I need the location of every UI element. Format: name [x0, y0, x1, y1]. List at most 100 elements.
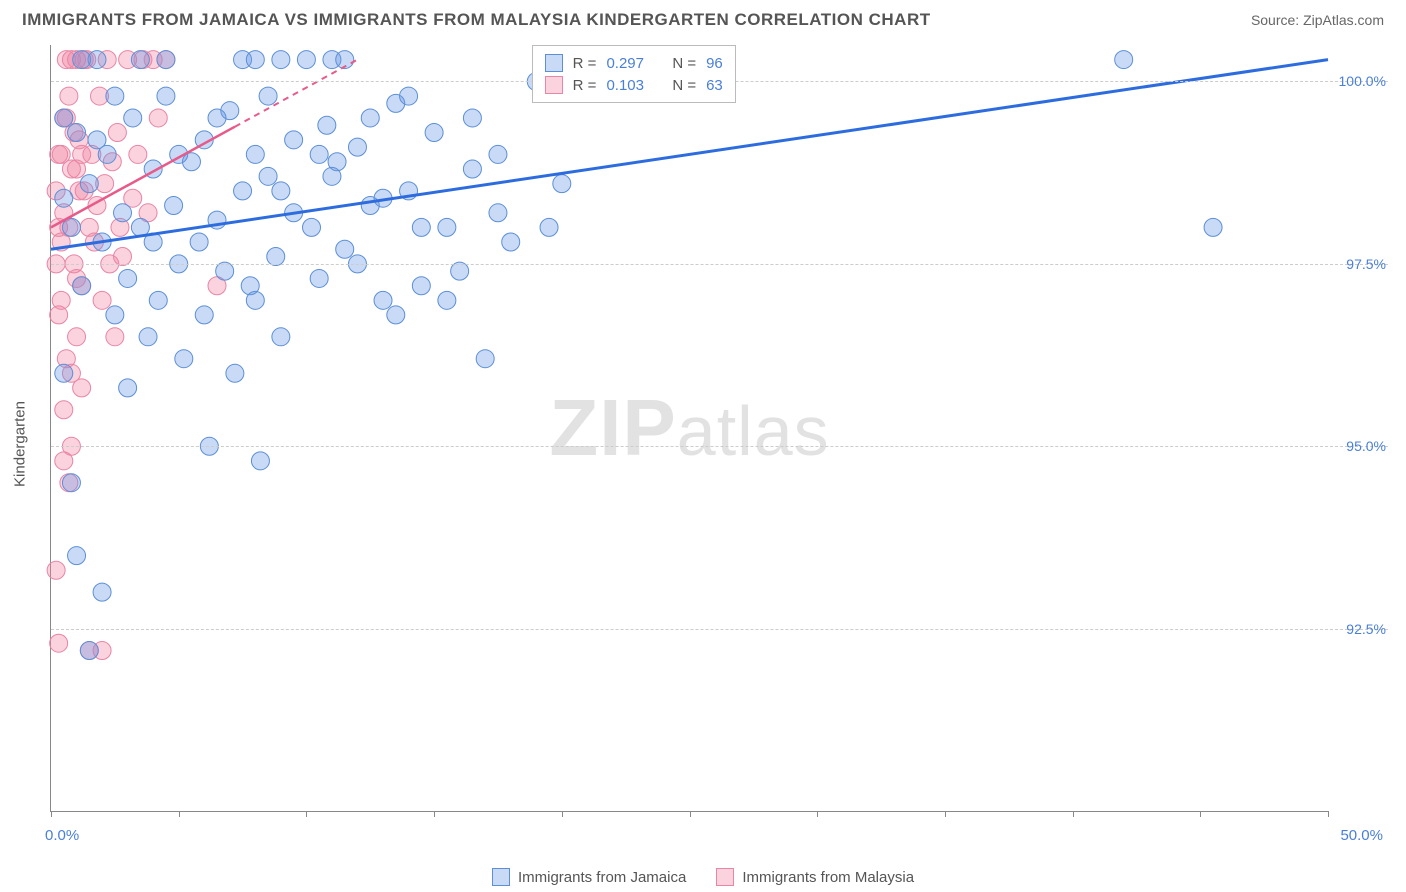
data-point: [157, 51, 175, 69]
data-point: [251, 452, 269, 470]
x-tick: [434, 811, 435, 817]
data-point: [297, 51, 315, 69]
stats-legend-box: R = 0.297 N = 96 R = 0.103 N = 63: [532, 45, 736, 103]
data-point: [310, 269, 328, 287]
bottom-legend: Immigrants from Jamaica Immigrants from …: [0, 868, 1406, 886]
data-point: [303, 218, 321, 236]
data-point: [216, 262, 234, 280]
data-point: [88, 131, 106, 149]
data-point: [139, 328, 157, 346]
data-point: [246, 145, 264, 163]
grid-line: [51, 629, 1388, 630]
data-point: [55, 109, 73, 127]
data-point: [80, 175, 98, 193]
x-tick: [179, 811, 180, 817]
data-point: [157, 87, 175, 105]
stat-n-value: 63: [706, 77, 723, 94]
data-point: [553, 175, 571, 193]
y-tick-label: 100.0%: [1331, 73, 1386, 89]
legend-label: Immigrants from Malaysia: [742, 869, 914, 886]
stat-r-label: R =: [573, 77, 597, 94]
data-point: [226, 364, 244, 382]
x-tick: [945, 811, 946, 817]
legend-item: Immigrants from Jamaica: [492, 868, 686, 886]
data-point: [68, 547, 86, 565]
data-point: [93, 583, 111, 601]
data-point: [165, 196, 183, 214]
x-tick: [1328, 811, 1329, 817]
data-point: [73, 277, 91, 295]
data-point: [50, 634, 68, 652]
data-point: [124, 109, 142, 127]
legend-swatch: [716, 868, 734, 886]
data-point: [285, 131, 303, 149]
source-prefix: Source:: [1251, 12, 1303, 28]
stat-r-value: 0.297: [606, 55, 644, 72]
data-point: [425, 124, 443, 142]
data-point: [119, 269, 137, 287]
stats-row: R = 0.103 N = 63: [545, 74, 723, 96]
stats-row: R = 0.297 N = 96: [545, 52, 723, 74]
source-link[interactable]: ZipAtlas.com: [1303, 12, 1384, 28]
data-point: [106, 328, 124, 346]
data-point: [259, 167, 277, 185]
data-point: [463, 109, 481, 127]
data-point: [149, 291, 167, 309]
data-point: [412, 218, 430, 236]
data-point: [318, 116, 336, 134]
data-point: [336, 240, 354, 258]
data-point: [272, 182, 290, 200]
data-point: [540, 218, 558, 236]
data-point: [62, 474, 80, 492]
source-credit: Source: ZipAtlas.com: [1251, 12, 1384, 28]
data-point: [62, 218, 80, 236]
data-point: [108, 124, 126, 142]
data-point: [114, 204, 132, 222]
grid-line: [51, 446, 1388, 447]
x-tick: [817, 811, 818, 817]
trend-line-dash: [235, 60, 358, 127]
data-point: [348, 138, 366, 156]
data-point: [195, 306, 213, 324]
data-point: [323, 167, 341, 185]
legend-swatch: [545, 76, 563, 94]
data-point: [55, 189, 73, 207]
data-point: [476, 350, 494, 368]
chart-title: IMMIGRANTS FROM JAMAICA VS IMMIGRANTS FR…: [22, 10, 931, 30]
data-point: [68, 124, 86, 142]
data-point: [190, 233, 208, 251]
data-point: [246, 291, 264, 309]
data-point: [259, 87, 277, 105]
data-point: [55, 364, 73, 382]
data-point: [52, 291, 70, 309]
data-point: [361, 109, 379, 127]
data-point: [1204, 218, 1222, 236]
legend-swatch: [545, 54, 563, 72]
x-tick: [51, 811, 52, 817]
data-point: [149, 109, 167, 127]
data-point: [129, 145, 147, 163]
data-point: [438, 218, 456, 236]
stat-n-label: N =: [672, 77, 696, 94]
data-point: [489, 204, 507, 222]
y-tick-label: 97.5%: [1331, 256, 1386, 272]
grid-line: [51, 264, 1388, 265]
data-point: [73, 145, 91, 163]
data-point: [272, 328, 290, 346]
x-max-label: 50.0%: [1340, 827, 1383, 844]
data-point: [175, 350, 193, 368]
data-point: [234, 182, 252, 200]
data-point: [310, 145, 328, 163]
y-axis-label: Kindergarten: [12, 401, 29, 487]
data-point: [208, 109, 226, 127]
data-point: [374, 291, 392, 309]
stat-n-value: 96: [706, 55, 723, 72]
y-tick-label: 92.5%: [1331, 621, 1386, 637]
data-point: [272, 51, 290, 69]
data-point: [502, 233, 520, 251]
data-point: [119, 379, 137, 397]
stat-r-label: R =: [573, 55, 597, 72]
data-point: [1115, 51, 1133, 69]
data-point: [73, 51, 91, 69]
x-tick: [1200, 811, 1201, 817]
